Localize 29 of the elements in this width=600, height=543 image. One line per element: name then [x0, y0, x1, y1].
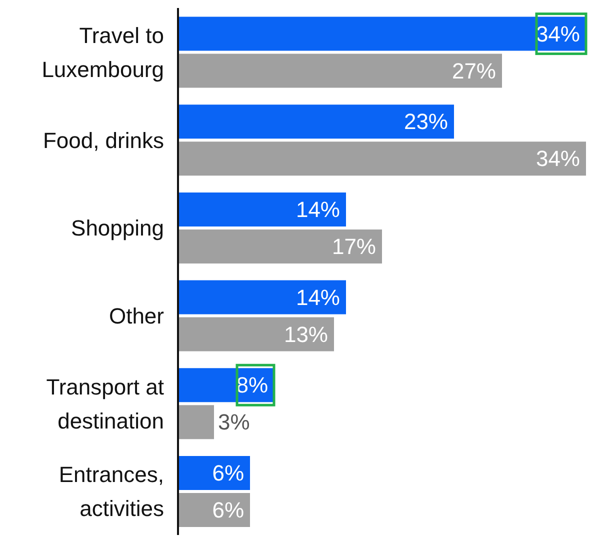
bar [178, 492, 250, 527]
bar [178, 229, 382, 264]
data-label: 3% [218, 410, 250, 435]
bar [178, 280, 346, 314]
data-label: 8% [236, 372, 268, 398]
data-label: 13% [284, 322, 328, 347]
bar [178, 317, 334, 352]
y-tick-label: Entrances, activities [58, 462, 164, 521]
y-tick-label: Shopping [71, 215, 164, 240]
data-label: 14% [296, 196, 340, 222]
data-label: 34% [536, 21, 580, 46]
bar [178, 456, 250, 490]
data-label: 27% [452, 58, 496, 84]
data-label: 17% [332, 234, 376, 259]
y-tick-label: Other [108, 302, 164, 328]
data-label: 23% [404, 109, 448, 134]
data-label: 6% [212, 460, 244, 486]
y-tick-label: Travel to Luxembourg [42, 22, 164, 82]
bar [178, 54, 502, 88]
y-tick-label: Transport at destination [46, 374, 164, 433]
y-tick-label: Food, drinks [42, 127, 164, 152]
data-label: 6% [212, 497, 244, 522]
bar [178, 104, 454, 139]
bar [178, 142, 586, 176]
data-label: 34% [536, 146, 580, 172]
bar [178, 16, 586, 51]
data-label: 14% [296, 284, 340, 310]
bar [178, 192, 346, 226]
bar [178, 405, 214, 440]
